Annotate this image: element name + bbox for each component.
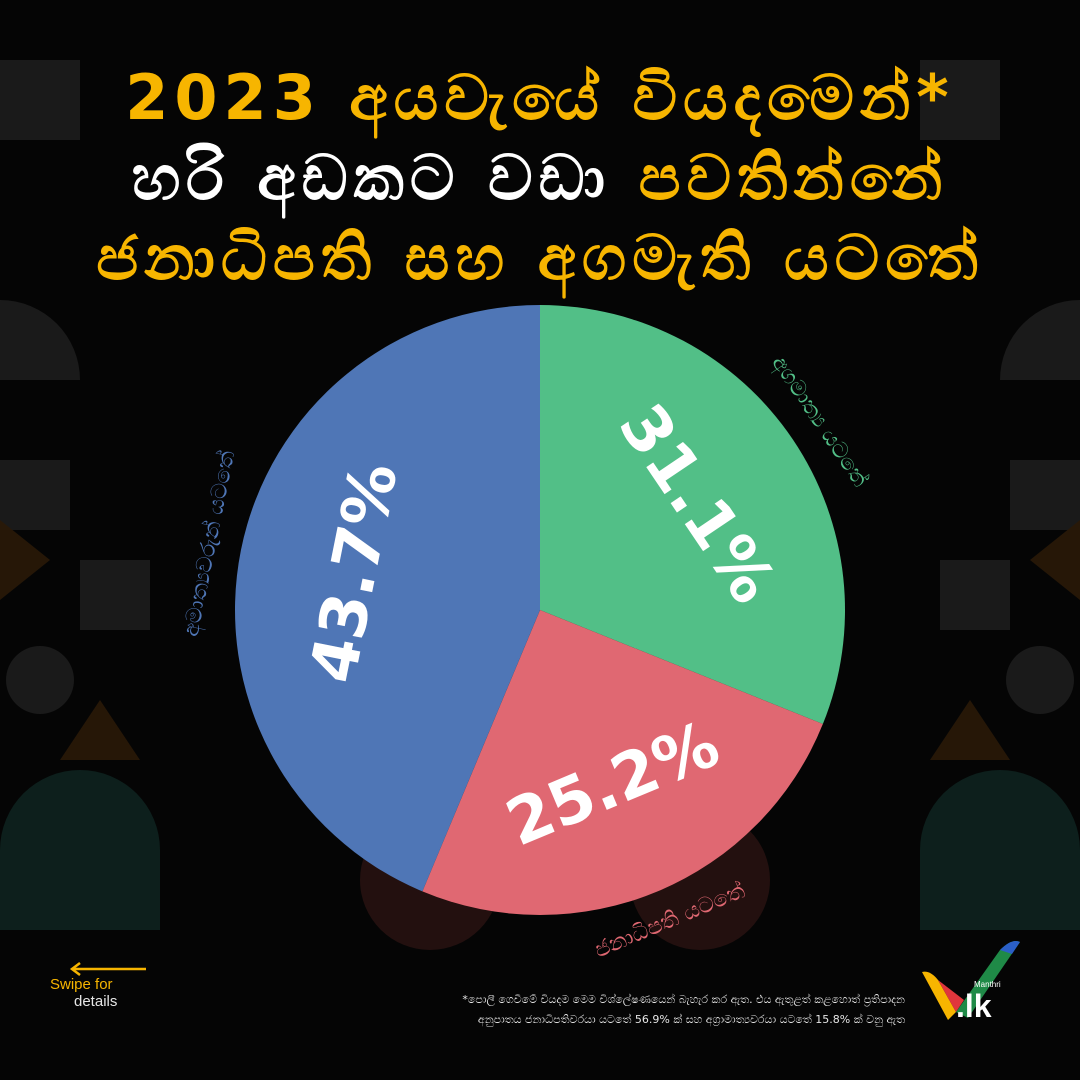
title-line-1: 2023 අයවැයේ වියදමෙන්* [125, 61, 955, 134]
pie-slice-0 [540, 305, 846, 725]
swipe-sublabel: details [74, 993, 118, 1010]
pie-slice-2 [235, 305, 540, 892]
footnote-line-1: *පොලී ගෙවීමේ වියදම මෙම විශ්ලේෂණයෙන් බැහැ… [462, 993, 905, 1006]
logo-brand: Manthri [974, 980, 1001, 989]
page-title: 2023 අයවැයේ වියදමෙන්* හරි අඩකට වඩා පවතින… [0, 58, 1080, 298]
logo-tld: .lk [956, 988, 992, 1024]
title-line-3: ජනාධිපති සහ අගමැති යටතේ [96, 221, 984, 294]
swipe-hint[interactable]: Swipe for details [50, 962, 146, 1010]
title-line-2-yellow: පවතින්නේ [638, 141, 949, 214]
checkmark-logo-icon [922, 941, 1020, 1020]
manthri-logo: Manthri .lk [916, 930, 1026, 1030]
pie-category-label-2: අමාත්‍යවරුන් යටතේ [179, 448, 242, 639]
pie-slice-1 [422, 610, 823, 915]
arrow-left-icon [69, 962, 146, 976]
title-line-2: හරි අඩකට වඩා පවතින්නේ [0, 138, 1080, 218]
footnote-line-2: අනුපාතය ජනාධිපතිවරයා යටතේ 56.9% ක් සහ අග… [477, 1013, 905, 1026]
swipe-label: Swipe for [50, 976, 113, 993]
footnote: *පොලී ගෙවීමේ වියදම මෙම විශ්ලේෂණයෙන් බැහැ… [300, 990, 905, 1030]
title-line-2-white: හරි අඩකට වඩා [131, 141, 639, 214]
